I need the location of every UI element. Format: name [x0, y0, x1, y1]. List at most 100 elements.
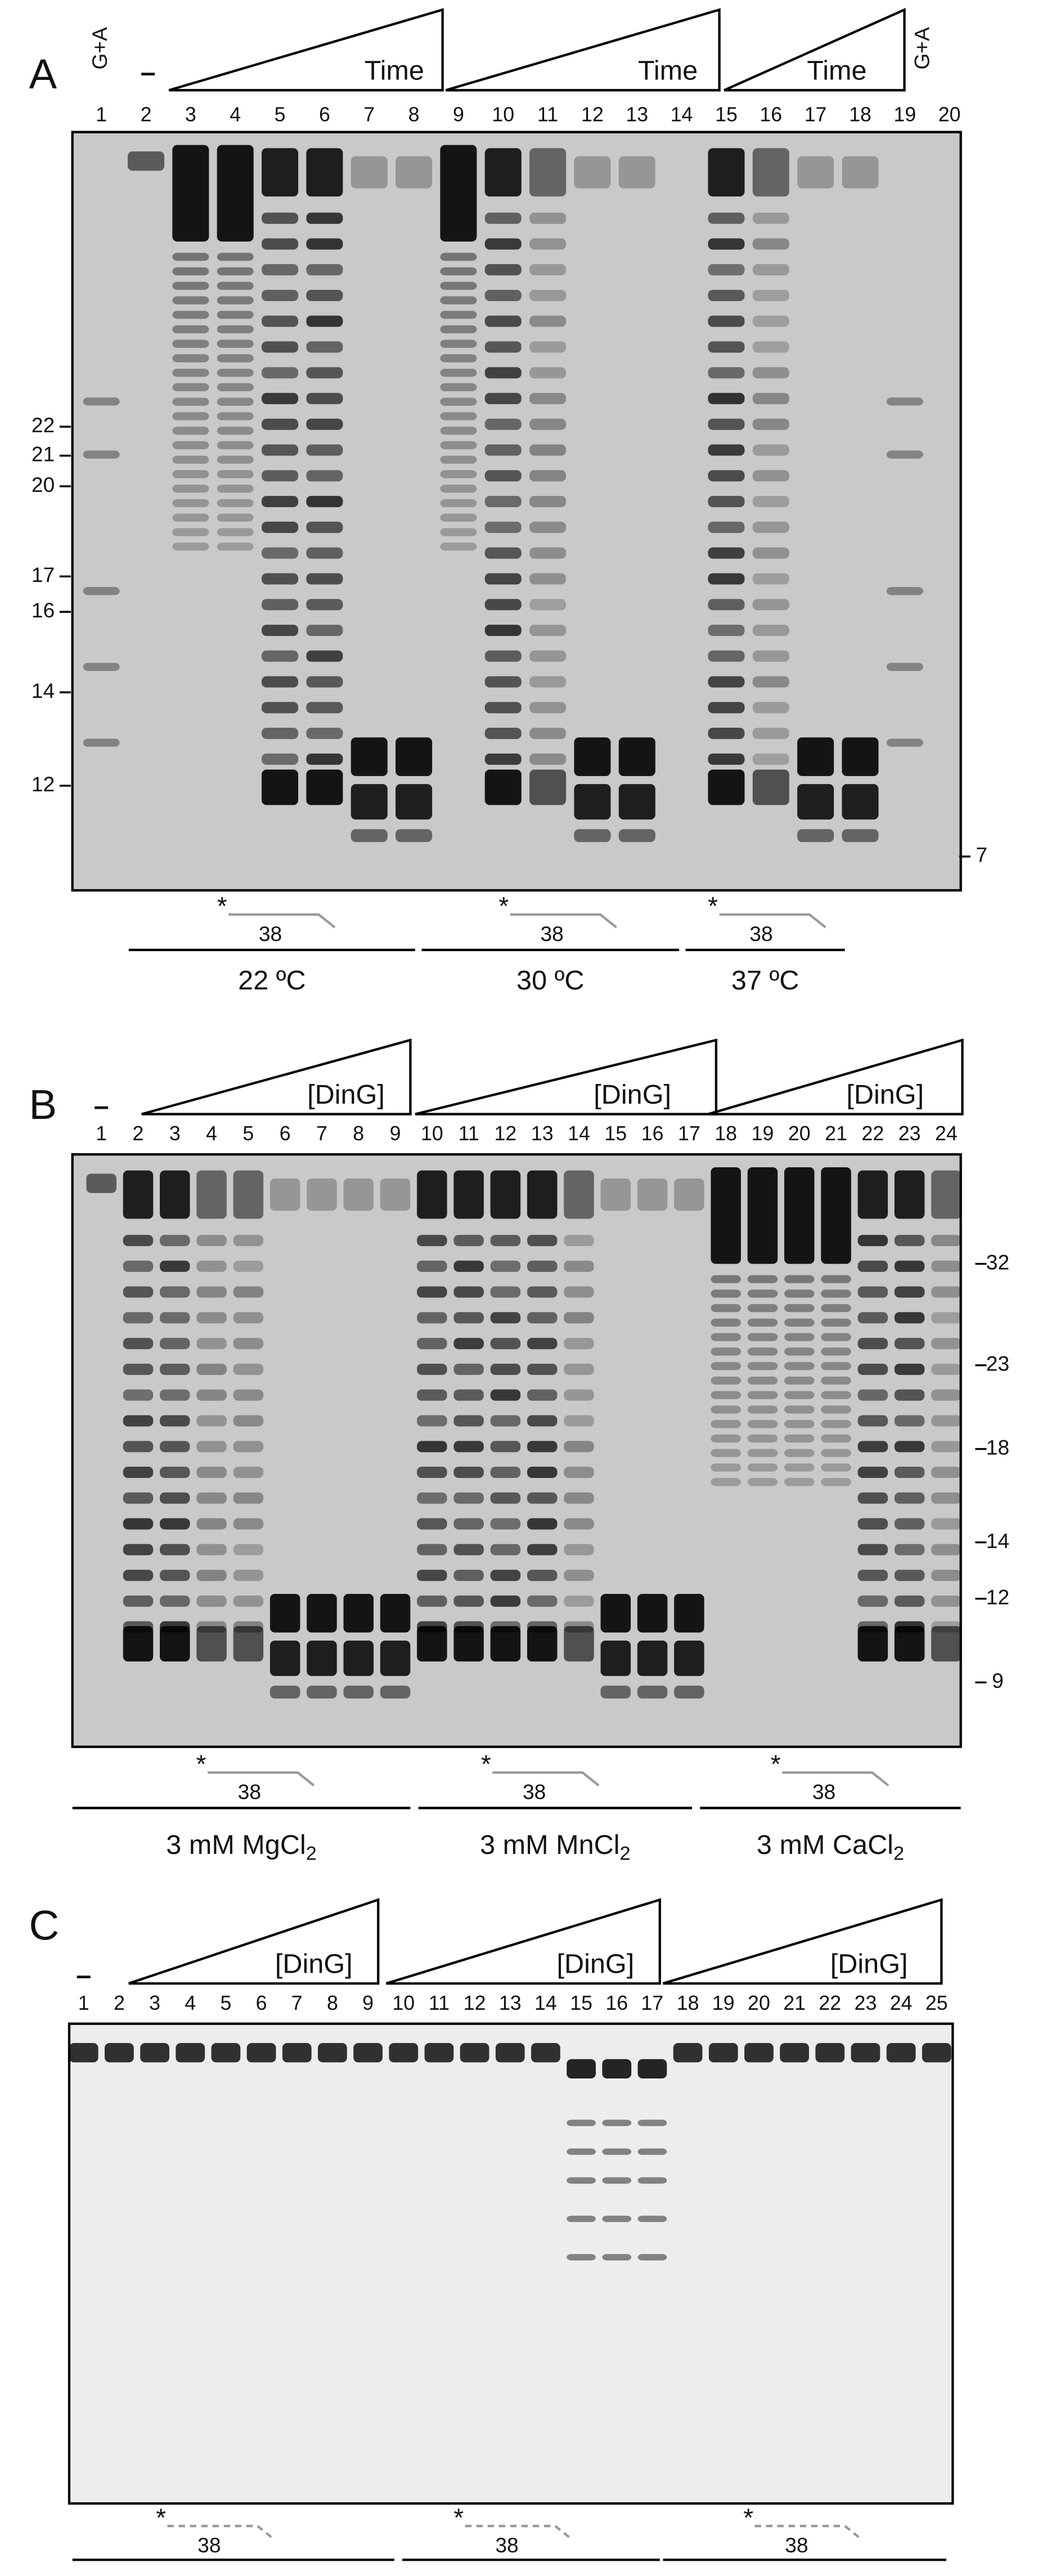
gel-band [527, 1389, 558, 1401]
lane-number: 7 [316, 1122, 327, 1145]
gel-band [262, 418, 299, 430]
gel-band [857, 1286, 888, 1298]
gel-band [306, 290, 343, 302]
gel-band [217, 311, 254, 319]
gel-band [894, 1338, 925, 1350]
gel-band [711, 1478, 741, 1486]
gel-band [821, 1318, 851, 1327]
gel-band [490, 1389, 521, 1401]
gel-band [711, 1333, 741, 1341]
gel-band [123, 1415, 154, 1427]
gel-band [931, 1441, 961, 1453]
substrate-length: 38 [540, 922, 563, 946]
gel-band [784, 1478, 815, 1486]
gel-band [69, 2043, 98, 2063]
gel-band [567, 2120, 596, 2126]
gel-band [160, 1338, 190, 1350]
gel-band [495, 2043, 525, 2063]
gel-band [453, 1595, 484, 1607]
gel-band [711, 1391, 741, 1399]
lane-label: – [76, 1960, 91, 1991]
gel-band [172, 281, 209, 290]
gel-band [637, 1640, 668, 1676]
gel-band [217, 339, 254, 348]
gel-band [123, 1389, 154, 1401]
gel-band [529, 521, 567, 533]
gel-band [922, 2043, 951, 2063]
gel-band [453, 1363, 484, 1375]
gel-band [490, 1441, 521, 1453]
gel-band [600, 1593, 631, 1633]
gel-band [196, 1389, 227, 1401]
gel-band [821, 1391, 851, 1399]
gel-band [708, 599, 745, 611]
gel-band [857, 1626, 888, 1662]
gel-band [306, 573, 343, 585]
gel-band [172, 145, 209, 242]
triangle-label: [DinG] [307, 1079, 385, 1110]
gel-band [747, 1318, 778, 1327]
lane-number: 14 [568, 1122, 590, 1145]
gel-band [747, 1362, 778, 1370]
gel-band [490, 1570, 521, 1582]
gel-band [931, 1338, 961, 1350]
gel-band [886, 450, 923, 459]
gel-band [857, 1389, 888, 1401]
gel-band [440, 455, 477, 464]
gel-band [484, 728, 522, 740]
condition-label: 3 mM MnCl2 [480, 1830, 631, 1865]
gel-band [747, 1405, 778, 1414]
gel-band [172, 528, 209, 536]
panel-letter: C [29, 1902, 59, 1949]
gel-band [233, 1338, 264, 1350]
gel-band [196, 1415, 227, 1427]
gel-band [711, 1275, 741, 1283]
gel-band [172, 412, 209, 420]
gel-band [440, 485, 477, 493]
lane-number: 1 [96, 104, 107, 126]
substrate-strand [228, 913, 336, 929]
gel-band [711, 1420, 741, 1428]
gel-band [269, 1686, 300, 1699]
label-star: * [217, 892, 227, 921]
gel-band [306, 547, 343, 559]
gel-band [262, 315, 299, 327]
gel-band [160, 1389, 190, 1401]
gel-band [262, 212, 299, 224]
lane-number: 19 [752, 1122, 774, 1145]
gel-band [527, 1626, 558, 1662]
gel-band [711, 1362, 741, 1370]
gel-band [708, 341, 745, 353]
lane-number: 2 [114, 1992, 125, 2014]
gel-band [752, 728, 789, 740]
gel-band [711, 1167, 741, 1264]
gel-band [747, 1347, 778, 1356]
gel-band [262, 290, 299, 302]
gel-band [708, 753, 745, 765]
lane-number: 11 [459, 1122, 479, 1145]
gel-band [424, 2043, 454, 2063]
gel-band [894, 1626, 925, 1662]
lane-number: 8 [327, 1992, 338, 2014]
gel-band [711, 1318, 741, 1327]
label-star: * [771, 1750, 781, 1778]
gel-band [752, 496, 789, 508]
gel-band [784, 1449, 815, 1457]
gel-band [318, 2043, 347, 2063]
gel-band [233, 1570, 264, 1582]
gel-band [490, 1544, 521, 1556]
gel-band [637, 1686, 668, 1699]
gel-band [600, 1178, 631, 1211]
gel-band [343, 1178, 374, 1211]
lane-number: 12 [581, 104, 604, 126]
gel-band [217, 499, 254, 508]
gel-band [440, 311, 477, 319]
gel-band [440, 397, 477, 406]
lane-number: 23 [898, 1122, 921, 1145]
lane-number: 11 [537, 104, 558, 126]
substrate-strand [208, 1771, 315, 1787]
gel-band [752, 676, 789, 688]
gel-band [602, 2177, 632, 2184]
